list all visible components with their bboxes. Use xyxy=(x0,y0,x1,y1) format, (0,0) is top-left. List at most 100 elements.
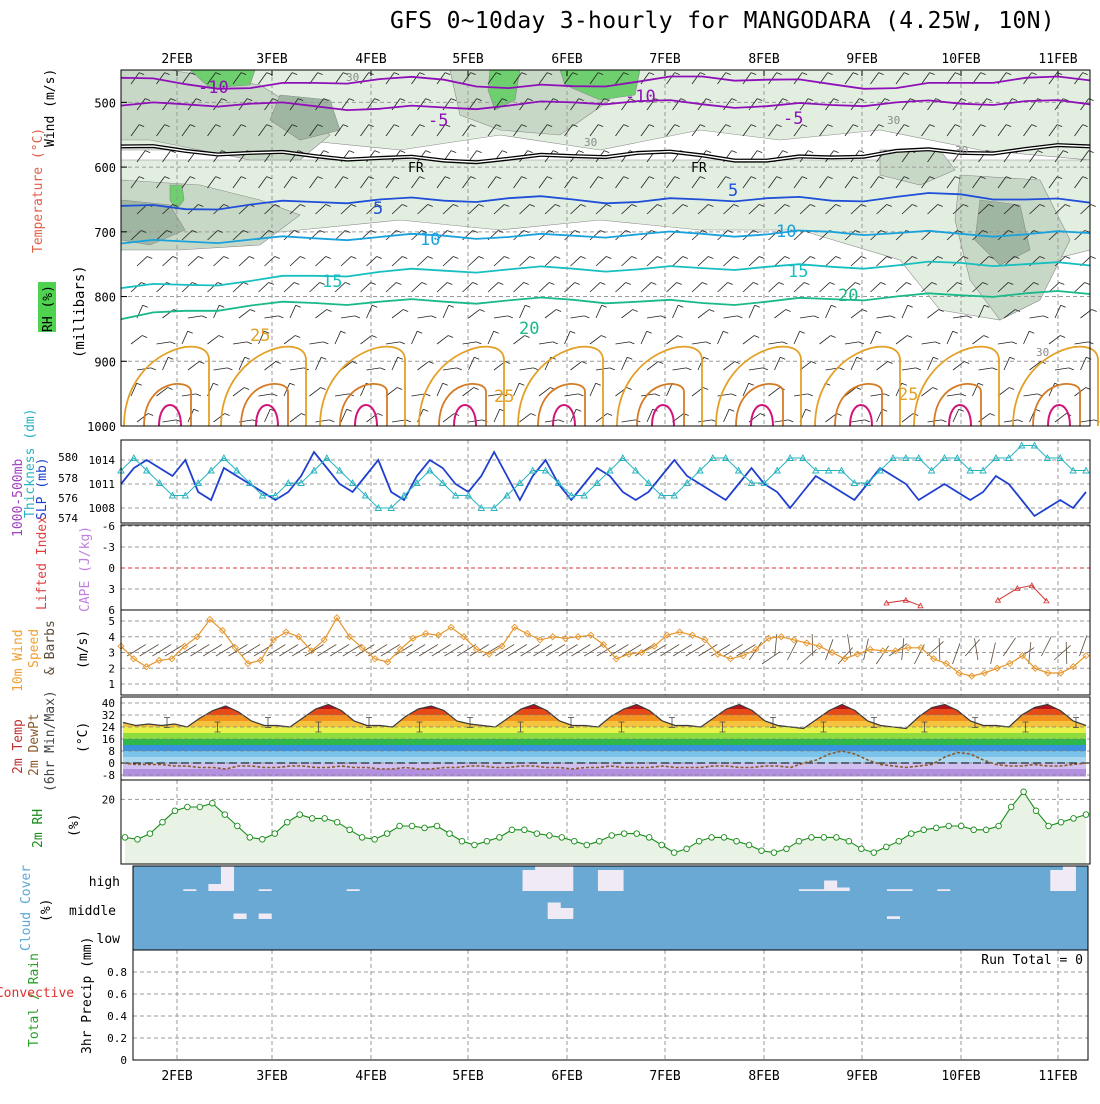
wind-barb xyxy=(621,419,636,423)
date-label-bottom: 11FEB xyxy=(1038,1069,1077,1084)
wind-barb xyxy=(258,282,270,293)
wind-barb xyxy=(283,230,295,241)
thickness-marker xyxy=(477,504,486,511)
profile-panel: -10 -10 -5 -5 FR FR 5 5 10 10 15 15 20 20 25 25 25 30 30 30… xyxy=(31,69,1100,434)
thickness-marker xyxy=(181,491,190,499)
temp-band xyxy=(123,745,1086,751)
wind10-marker xyxy=(815,642,823,650)
wind-barb-flag xyxy=(1084,282,1090,285)
minmax-marker xyxy=(921,721,928,733)
cloud-high-bar xyxy=(547,866,561,891)
wind-barb-flag xyxy=(291,124,298,127)
wind-barb xyxy=(360,282,372,293)
temp2m-line xyxy=(122,703,1087,730)
wind-barb-flag xyxy=(474,356,480,360)
wind-barb-flag xyxy=(215,72,221,75)
wind10-barb xyxy=(533,644,553,657)
wind10-barb xyxy=(634,644,654,657)
wind-barb xyxy=(691,176,701,189)
wind-barb-flag xyxy=(785,309,791,312)
wind-barb-flag xyxy=(882,408,888,412)
wind10-marker xyxy=(625,650,633,658)
ylabel-cloud-units: (%) xyxy=(39,899,54,922)
wind-barb-flag xyxy=(504,361,511,364)
wind-barb xyxy=(697,204,709,215)
wind-barb-flag xyxy=(960,393,966,397)
wind-barb xyxy=(793,282,805,293)
wind-barb xyxy=(793,72,803,85)
wind-barb xyxy=(952,361,965,371)
wind-barb xyxy=(442,367,457,371)
wind-barb-flag xyxy=(470,72,476,75)
wind-barb xyxy=(768,341,783,345)
wind-barb xyxy=(315,256,327,267)
wind-barb-flag xyxy=(699,72,706,75)
minmax-marker xyxy=(467,717,473,728)
wind-barb-flag xyxy=(142,304,148,308)
wind-barb-flag xyxy=(319,282,325,285)
wind-barb xyxy=(232,230,244,241)
wind-barb-flag xyxy=(852,72,859,75)
wind-barb-flag xyxy=(240,124,247,127)
wind-barb-flag xyxy=(529,204,535,207)
wind-barb xyxy=(666,176,675,189)
minmax-marker xyxy=(366,717,372,728)
wind-barb-flag xyxy=(807,98,814,101)
thickness-marker xyxy=(541,466,550,474)
wind-barb-flag xyxy=(192,230,198,233)
wind-barb-flag xyxy=(1037,150,1043,153)
rh2m-marker xyxy=(883,843,890,851)
wind10-barb xyxy=(444,644,464,657)
wind-barb-flag xyxy=(835,256,841,259)
wind-barb xyxy=(207,176,216,189)
rh2m-marker xyxy=(608,832,615,839)
date-label-bottom: 7FEB xyxy=(649,1069,680,1084)
wind-barb xyxy=(640,176,650,189)
minmax-marker xyxy=(1022,721,1029,733)
wind-barb-flag xyxy=(880,230,886,233)
contour-label: -5 xyxy=(428,111,448,131)
wind-barb-flag xyxy=(295,304,301,308)
wind-barb-flag xyxy=(1008,387,1015,390)
wind-barb-flag xyxy=(376,256,382,259)
wind-barb xyxy=(901,204,913,215)
minmax-marker xyxy=(315,721,322,733)
wind-barb-flag xyxy=(529,256,535,259)
wind-barb-flag xyxy=(372,304,378,308)
wind-barb xyxy=(570,361,582,371)
wind-barb-flag xyxy=(600,335,607,338)
wind-barb xyxy=(462,72,471,85)
wind-barb xyxy=(717,282,729,293)
date-label-top: 6FEB xyxy=(551,52,582,67)
wind-barb-flag xyxy=(552,341,558,345)
wind-barb xyxy=(1023,124,1032,137)
rh2m-marker xyxy=(683,845,690,853)
wind10-marker xyxy=(244,659,252,668)
wind-barb xyxy=(411,230,423,241)
wind-barb xyxy=(793,331,801,345)
wind-barb-flag xyxy=(988,204,994,207)
wind-barb-flag xyxy=(581,361,587,364)
wind-barb xyxy=(442,413,455,423)
wind-barb xyxy=(366,256,378,267)
wind-barb-flag xyxy=(348,98,355,101)
wind-barb-flag xyxy=(447,282,453,285)
thickness-marker xyxy=(1005,454,1013,461)
rh2m-marker xyxy=(134,836,141,843)
wind-barb-flag xyxy=(903,72,910,75)
thickness-marker xyxy=(863,479,872,486)
ylabel-temp2m: 2m Temp xyxy=(11,719,26,774)
wind-barb xyxy=(621,256,633,267)
wind-barb-flag xyxy=(574,282,580,285)
wind10-barb xyxy=(799,649,817,665)
wind10-marker xyxy=(942,659,950,668)
isotherm-25-loop xyxy=(319,345,406,427)
wind-barb-flag xyxy=(623,176,629,179)
wind-barb xyxy=(309,282,321,293)
wind-barb-flag xyxy=(342,124,349,127)
wind-barb-flag xyxy=(759,204,765,207)
wind-barb-flag xyxy=(827,124,833,127)
wind-barb xyxy=(1023,230,1035,241)
li-tick-label: 0 xyxy=(108,562,115,575)
wind-barb-flag xyxy=(189,176,196,179)
